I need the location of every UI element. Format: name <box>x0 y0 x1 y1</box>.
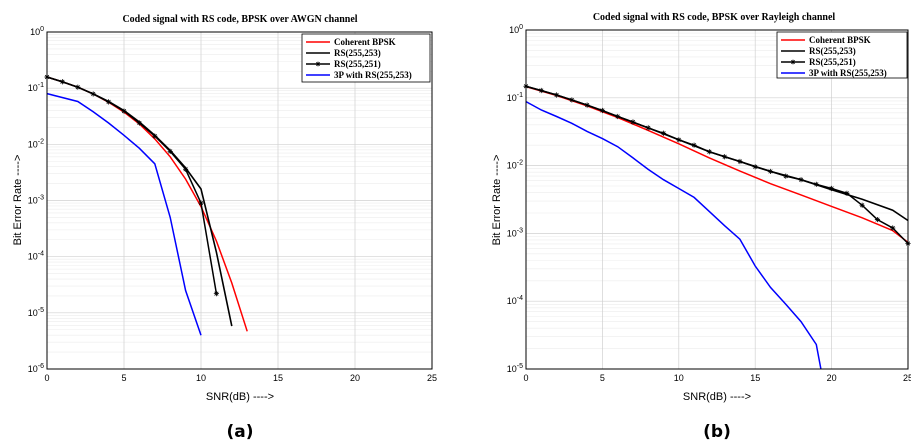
chart-b-x-tick-label: 5 <box>600 373 605 383</box>
chart-a-data-point <box>59 79 65 85</box>
chart-b-data-point <box>676 137 682 143</box>
chart-panel-a: Coded signal with RS code, BPSK over AWG… <box>12 14 437 442</box>
chart-b-x-tick-label: 25 <box>903 373 911 383</box>
chart-b-data-point <box>569 97 575 103</box>
chart-b-data-point <box>798 177 804 183</box>
chart-b-data-point <box>599 107 605 114</box>
chart-a-caption: (a) <box>226 422 253 442</box>
chart-b-ylabel: Bit Error Rate ----> <box>491 155 503 246</box>
chart-a-legend-marker <box>315 61 321 67</box>
chart-a-data-point <box>152 133 158 139</box>
chart-a-data-point <box>90 91 96 97</box>
chart-a-data-point <box>167 148 173 154</box>
chart-a-series-line <box>46 76 233 327</box>
chart-b-grid <box>525 29 909 370</box>
chart-b-series-line <box>525 85 909 245</box>
chart-b-series-line <box>525 100 822 370</box>
chart-a-y-tick-label: 10-5 <box>28 307 44 318</box>
chart-b-data-point <box>630 119 636 125</box>
chart-a-legend-label: Coherent BPSK <box>334 37 396 47</box>
chart-b-data-point <box>660 130 667 136</box>
chart-b-xlabel: SNR(dB) ----> <box>683 391 751 403</box>
chart-b-legend-label: 3P with RS(255,253) <box>809 68 887 78</box>
chart-a-data-point <box>106 99 112 105</box>
chart-panel-b: Coded signal with RS code, BPSK over Ray… <box>491 12 911 442</box>
chart-b-y-tick-label: 10-2 <box>507 160 523 171</box>
chart-a-x-tick-label: 25 <box>427 373 437 383</box>
chart-a-y-tick-label: 10-2 <box>28 138 44 149</box>
chart-b-data-point <box>615 113 621 120</box>
chart-a-y-tick-label: 10-1 <box>28 82 44 93</box>
chart-a-data-point <box>213 291 219 297</box>
chart-b-data-point <box>813 181 819 187</box>
chart-a-x-tick-label: 10 <box>196 373 206 383</box>
chart-b-data-point <box>783 173 789 179</box>
chart-a-x-tick-label: 15 <box>273 373 283 383</box>
chart-a-legend-label: RS(255,251) <box>334 59 381 69</box>
chart-a-data-point <box>136 120 142 126</box>
chart-b-data-point <box>645 125 651 131</box>
chart-a-x-tick-label: 20 <box>350 373 360 383</box>
chart-a-title: Coded signal with RS code, BPSK over AWG… <box>122 14 357 25</box>
chart-b-legend-label: Coherent BPSK <box>809 35 871 45</box>
chart-a-data-point <box>198 200 204 206</box>
chart-b-tick-layer: 0 5 10 15 20 25 10-5 10-4 10-3 10-2 10-1 100 <box>507 24 911 383</box>
chart-a-xlabel: SNR(dB) ----> <box>206 391 274 403</box>
chart-a-tick-layer: 0 5 10 15 20 25 10-6 10-5 10-4 10-3 10-2 10-1 100 <box>28 26 437 383</box>
chart-a-legend-label: RS(255,253) <box>334 48 381 58</box>
chart-b-y-tick-label: 10-1 <box>507 92 523 103</box>
chart-b-data-point <box>874 216 881 223</box>
chart-a-plot-frame <box>46 31 433 370</box>
chart-b-title: Coded signal with RS code, BPSK over Ray… <box>593 12 836 23</box>
chart-b-data-point <box>844 190 850 196</box>
chart-b-data-point <box>752 164 758 170</box>
chart-b-data-point <box>538 87 544 94</box>
chart-a-legend-label: 3P with RS(255,253) <box>334 70 412 80</box>
chart-a-grid <box>46 31 433 370</box>
chart-b-y-tick-label: 100 <box>509 24 523 35</box>
chart-a-x-tick-label: 5 <box>121 373 126 383</box>
chart-b-x-tick-label: 20 <box>827 373 837 383</box>
chart-b-data-point <box>890 225 896 231</box>
chart-b-caption: (b) <box>703 422 731 442</box>
chart-b-legend-label: RS(255,253) <box>809 46 856 56</box>
chart-a-y-tick-label: 10-6 <box>28 363 44 374</box>
chart-a-data-point <box>121 108 127 114</box>
chart-b-series-line <box>525 85 909 222</box>
chart-b-data-point <box>706 149 712 155</box>
chart-b-x-tick-label: 0 <box>523 373 528 383</box>
chart-a-series-line <box>46 76 218 294</box>
chart-b-x-tick-label: 15 <box>750 373 760 383</box>
chart-a-data-point <box>183 166 189 172</box>
chart-a-y-tick-label: 10-4 <box>28 251 44 262</box>
chart-a-data-point <box>75 84 81 90</box>
chart-a-series-line <box>46 92 202 336</box>
chart-b-y-tick-label: 10-3 <box>507 227 523 238</box>
chart-b-data-point <box>859 202 865 208</box>
chart-b-data-point <box>737 158 743 165</box>
chart-b-series-layer <box>523 83 911 370</box>
chart-b-y-tick-label: 10-4 <box>507 295 523 306</box>
chart-b-data-point <box>584 102 590 108</box>
chart-b-data-point <box>767 168 774 175</box>
chart-b-plot-frame <box>525 29 909 370</box>
chart-b-x-tick-label: 10 <box>674 373 684 383</box>
chart-a-series-layer <box>44 74 248 336</box>
chart-b-data-point <box>722 154 728 160</box>
chart-a-y-tick-label: 100 <box>30 26 44 37</box>
chart-b-data-point <box>829 185 835 192</box>
chart-b-legend-marker <box>790 59 796 65</box>
chart-a-x-tick-label: 0 <box>44 373 49 383</box>
chart-a-y-tick-label: 10-3 <box>28 195 44 206</box>
chart-b-data-point <box>553 92 560 98</box>
chart-b-y-tick-label: 10-5 <box>507 363 523 374</box>
chart-a-ylabel: Bit Error Rate ----> <box>12 155 24 246</box>
chart-b-legend-label: RS(255,251) <box>809 57 856 67</box>
chart-b-data-point <box>691 142 697 148</box>
